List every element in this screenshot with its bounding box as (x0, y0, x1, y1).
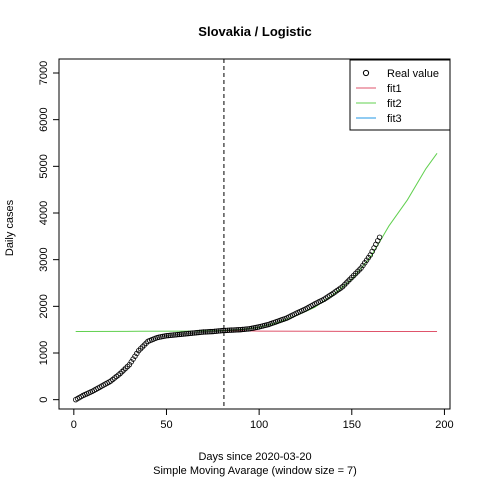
data-point (197, 329, 203, 336)
legend-point-marker (362, 69, 370, 77)
data-point (126, 361, 133, 368)
y-axis-label: Daily cases (4, 199, 16, 256)
data-point (171, 332, 177, 338)
data-point (143, 340, 149, 346)
data-point (117, 370, 123, 377)
data-point (228, 327, 235, 333)
data-point (193, 330, 199, 336)
data-point (230, 327, 236, 333)
data-point (173, 332, 179, 338)
series-points (72, 234, 383, 403)
y-tick-label: 0 (38, 397, 50, 403)
data-point (184, 330, 190, 337)
x-tick-label: 50 (160, 419, 172, 431)
x-axis-label: Days since 2020-03-20 (198, 451, 311, 463)
data-point (195, 329, 201, 336)
y-tick-label: 3000 (38, 247, 50, 271)
data-point (213, 328, 220, 334)
data-point (198, 329, 205, 335)
legend-label: Real value (387, 68, 439, 80)
data-point (210, 328, 216, 335)
data-point (376, 234, 383, 240)
data-point (347, 276, 353, 282)
x-axis: 0 50 100 150 200 (71, 409, 454, 431)
data-point (239, 326, 246, 333)
data-point (245, 326, 251, 332)
y-tick-label: 5000 (38, 154, 50, 178)
data-point (134, 350, 140, 357)
y-tick-label: 4000 (38, 201, 50, 225)
data-point (130, 356, 136, 362)
chart-title: Slovakia / Logistic (198, 24, 311, 39)
legend: Real value fit1 fit2 fit3 (349, 59, 451, 131)
data-point (219, 327, 225, 334)
data-point (128, 359, 134, 365)
x-axis-sublabel: Simple Moving Avarage (window size = 7) (153, 465, 357, 477)
y-tick-label: 1000 (38, 341, 50, 365)
y-tick-label: 6000 (38, 107, 50, 131)
data-point (352, 270, 359, 277)
data-point (189, 330, 196, 336)
x-tick-label: 200 (435, 419, 453, 431)
data-point (204, 329, 210, 335)
data-point (223, 327, 229, 334)
data-point (243, 326, 249, 332)
data-point (178, 331, 184, 337)
x-tick-label: 100 (250, 419, 268, 431)
x-tick-label: 0 (71, 419, 77, 431)
y-tick-label: 7000 (38, 61, 50, 85)
data-point (200, 329, 207, 335)
series-layer (72, 152, 438, 403)
data-point (182, 331, 188, 337)
y-axis: 0 1000 2000 3000 4000 5000 6000 7000 (38, 61, 59, 403)
data-point (202, 329, 209, 335)
data-point (208, 328, 214, 335)
data-point (135, 347, 142, 354)
data-point (339, 284, 346, 290)
data-point (341, 282, 348, 288)
data-point (123, 365, 129, 371)
plot-frame (58, 58, 451, 410)
data-point (241, 326, 248, 332)
data-point (224, 327, 231, 334)
series-line-fit2 (75, 152, 438, 333)
data-point (215, 328, 222, 334)
data-point (132, 353, 138, 359)
data-point (174, 331, 181, 338)
data-point (176, 331, 183, 338)
y-tick-label: 2000 (38, 294, 50, 318)
data-point (237, 326, 244, 333)
data-point (211, 328, 218, 335)
plot-area: 0 50 100 150 200 0 1000 2000 3000 4000 5000 6000 70… (38, 58, 454, 431)
data-point (191, 330, 197, 336)
data-point (226, 327, 233, 333)
data-point (356, 267, 362, 273)
data-point (217, 328, 223, 334)
data-point (350, 272, 357, 279)
data-point (236, 327, 242, 333)
x-tick-label: 150 (343, 419, 361, 431)
data-point (139, 344, 146, 350)
data-point (234, 327, 240, 333)
data-point (180, 331, 186, 337)
data-point (169, 332, 175, 338)
series-line-fit1 (222, 330, 438, 333)
data-point (232, 327, 238, 333)
data-point (167, 332, 173, 339)
data-point (345, 278, 351, 284)
legend-label: fit2 (387, 98, 402, 110)
data-point (186, 330, 192, 337)
data-point (206, 329, 212, 335)
data-point (187, 330, 194, 337)
data-point (163, 333, 170, 339)
legend-label: fit3 (387, 113, 402, 125)
legend-label: fit1 (387, 83, 402, 95)
data-point (165, 332, 172, 339)
data-point (121, 367, 127, 373)
